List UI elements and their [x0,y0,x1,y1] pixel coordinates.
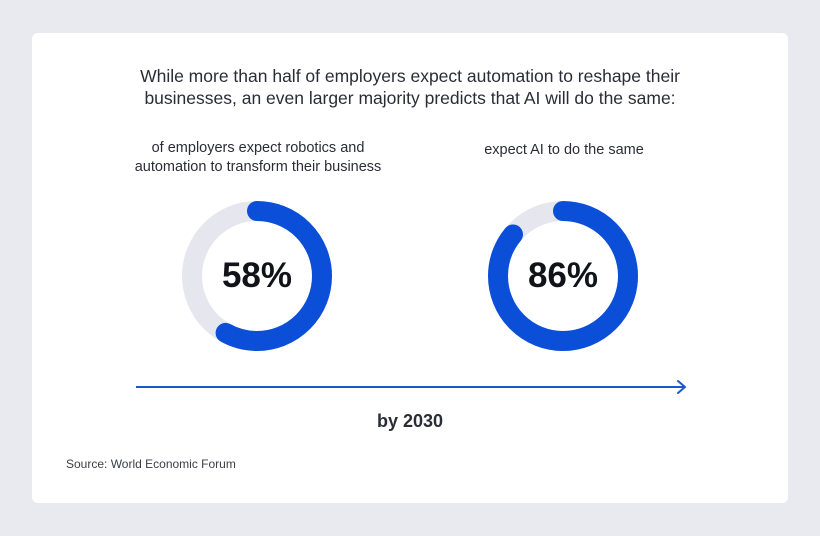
donut-label-automation: of employers expect robotics and automat… [108,139,408,177]
timeline-label: by 2030 [376,411,444,431]
headline: While more than half of employers expect… [32,65,788,109]
donut-value-ai: 86% [527,256,599,295]
donut-chart-automation [182,201,332,351]
headline-line-2: businesses, an even larger majority pred… [144,88,676,108]
headline-line-1: While more than half of employers expect… [140,66,680,86]
infographic-card: While more than half of employers expect… [32,33,788,503]
donut-label-ai: expect AI to do the same [414,141,714,160]
donut-chart-ai [488,201,638,351]
donut-label-ai-line-1: expect AI to do the same [484,142,644,158]
donut-fill-arc [182,201,332,351]
timeline-arrow-head [677,380,686,394]
donut-label-automation-line-2: automation to transform their business [134,159,382,175]
source-note: Source: World Economic Forum [66,457,236,471]
donut-fill-arc [488,201,638,351]
donut-value-automation: 58% [221,256,293,295]
timeline-arrow [136,380,686,394]
donut-label-automation-line-1: of employers expect robotics and [151,140,365,156]
